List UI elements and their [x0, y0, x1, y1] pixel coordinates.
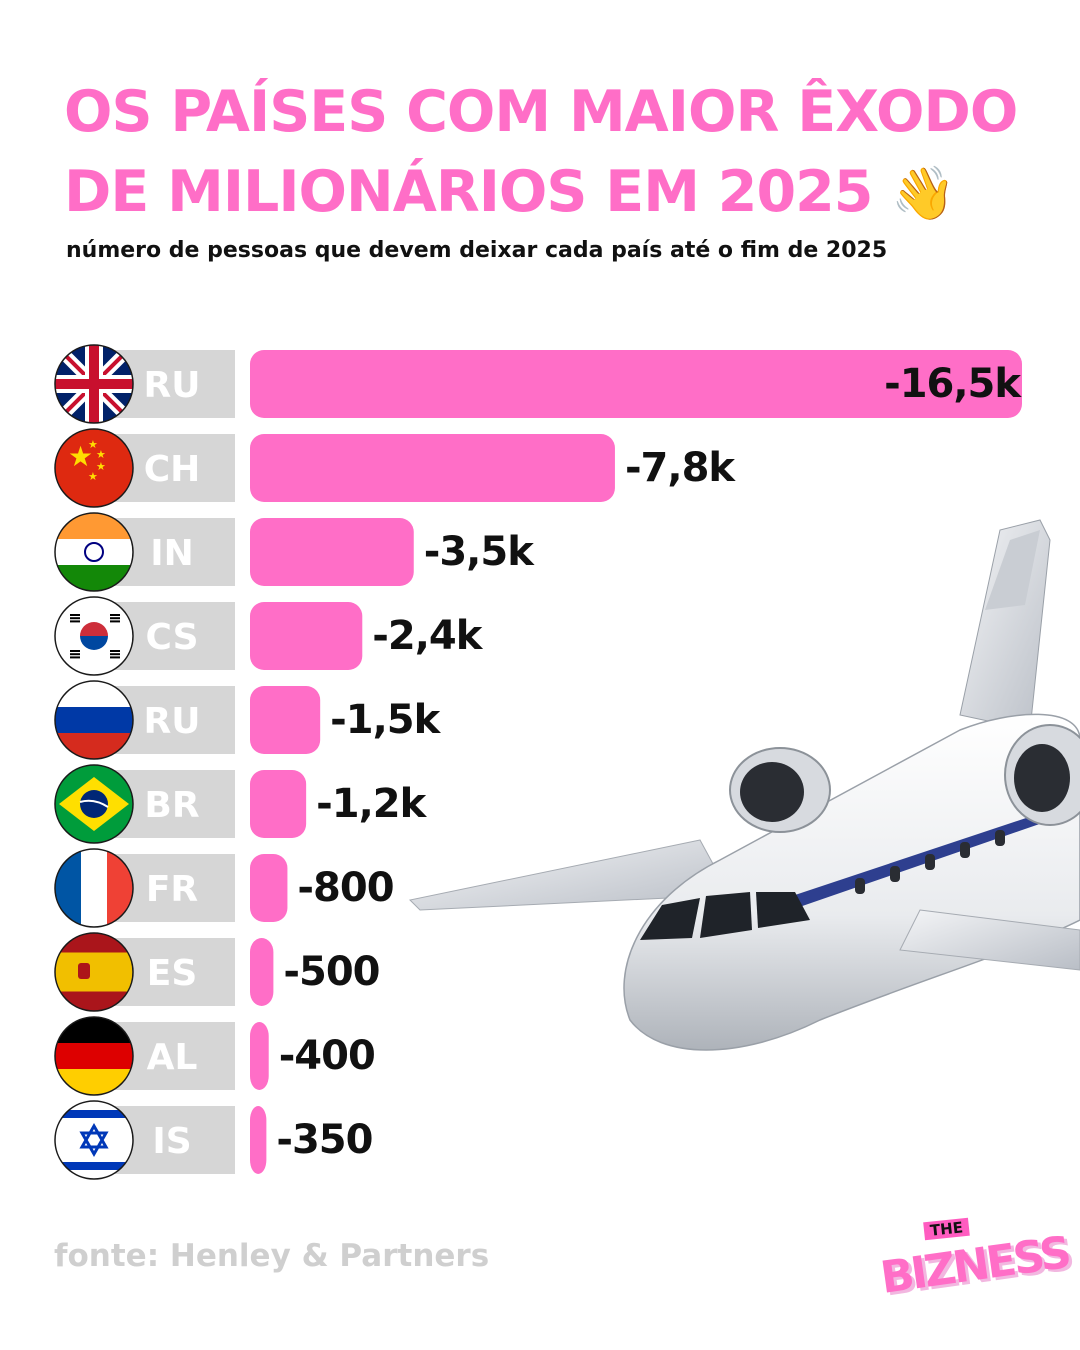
value-label: -400 [279, 1033, 375, 1079]
bar [250, 518, 414, 586]
value-label: -350 [276, 1117, 372, 1163]
bar [250, 686, 321, 754]
svg-text:★: ★ [88, 470, 98, 483]
waving-hand-icon: 👋 [891, 164, 956, 224]
svg-text:★: ★ [88, 438, 98, 451]
germany-flag-icon [54, 1016, 134, 1096]
category-label: ES [147, 953, 198, 994]
spain-flag-icon [54, 932, 134, 1012]
title-line-1: OS PAÍSES COM MAIOR ÊXODO [64, 79, 1018, 145]
value-label: -7,8k [625, 445, 736, 491]
bar-row-4: RU -1,5k [54, 680, 443, 760]
france-flag-icon [54, 848, 134, 928]
jet-airplane-image [408, 519, 1080, 1051]
category-label: IS [152, 1121, 191, 1162]
bar-row-8: AL -400 [54, 1016, 376, 1096]
svg-text:★: ★ [96, 448, 106, 461]
category-label: FR [146, 869, 198, 910]
bar [250, 854, 288, 922]
chart-title: OS PAÍSES COM MAIOR ÊXODO DE MILIONÁRIOS… [64, 72, 1054, 234]
bar-row-2: IN -3,5k [54, 512, 536, 592]
category-label: BR [144, 785, 199, 826]
uk-flag-icon [54, 344, 134, 424]
chart-subtitle: número de pessoas que devem deixar cada … [66, 238, 888, 263]
category-label: IN [150, 533, 194, 574]
category-label: AL [147, 1037, 198, 1078]
bar [250, 434, 615, 502]
bar-row-0: RU -16,5k [54, 344, 1023, 424]
value-label: -500 [283, 949, 379, 995]
bar [250, 1022, 269, 1090]
title-line-2: DE MILIONÁRIOS EM 2025 👋 [64, 152, 1054, 234]
bar [250, 770, 307, 838]
bar [250, 602, 363, 670]
russia-flag-icon [54, 680, 134, 760]
category-label: RU [144, 701, 201, 742]
bar-row-7: ES -500 [54, 932, 381, 1012]
value-label: -1,5k [330, 697, 441, 743]
bar-row-6: FR -800 [54, 848, 395, 928]
china-flag-icon: ★★★★★ [54, 428, 134, 508]
bar [250, 1106, 267, 1174]
svg-text:★: ★ [68, 440, 93, 473]
category-label: CH [144, 449, 201, 490]
value-label: -16,5k [884, 361, 1022, 407]
svg-text:★: ★ [96, 460, 106, 473]
bar-row-9: IS -350 [54, 1100, 373, 1180]
india-flag-icon [54, 512, 134, 592]
value-label: -800 [297, 865, 393, 911]
bar-row-1: CH★★★★★ -7,8k [54, 428, 737, 508]
title-line-2-text: DE MILIONÁRIOS EM 2025 [64, 159, 873, 225]
brazil-flag-icon [54, 764, 134, 844]
bar-row-3: CS -2,4k [54, 596, 485, 676]
category-label: RU [144, 365, 201, 406]
bar [250, 350, 1022, 418]
source-note: fonte: Henley & Partners [54, 1238, 490, 1274]
bar [250, 938, 274, 1006]
category-label: CS [145, 617, 198, 658]
value-label: -1,2k [316, 781, 427, 827]
value-label: -2,4k [372, 613, 483, 659]
south-korea-flag-icon [54, 596, 134, 676]
israel-flag-icon [54, 1100, 134, 1180]
value-label: -3,5k [424, 529, 535, 575]
bizness-logo: THE BIZNESS [870, 1210, 1072, 1320]
bar-row-5: BR -1,2k [54, 764, 429, 844]
logo-the-text: THE [923, 1217, 970, 1241]
